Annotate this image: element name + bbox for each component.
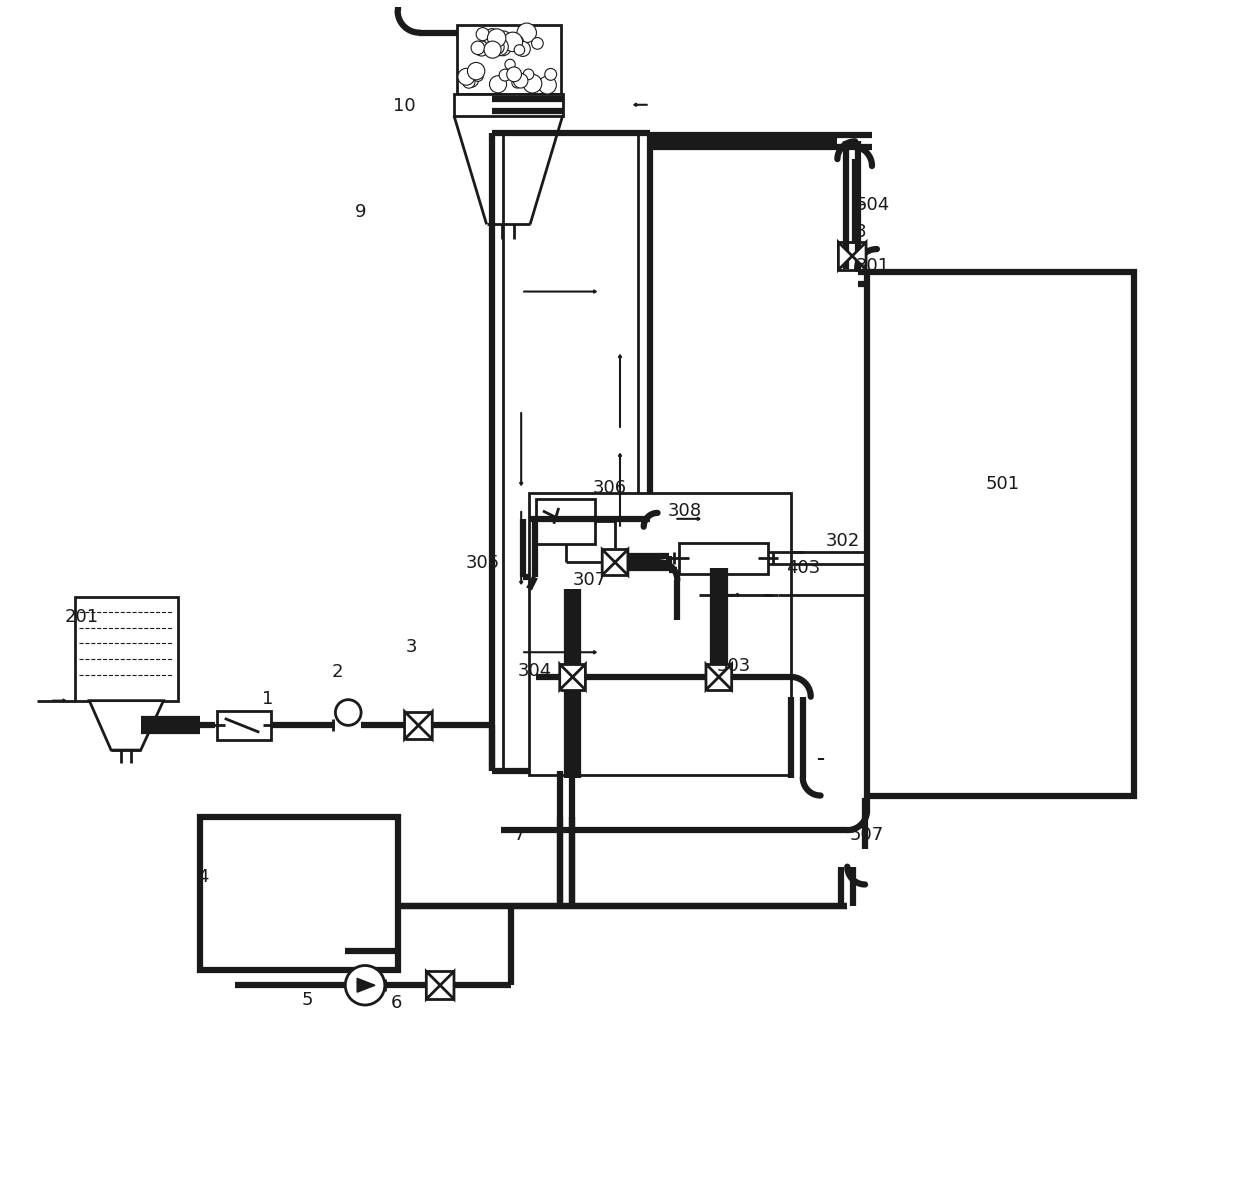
Bar — [217, 711, 272, 740]
Circle shape — [505, 59, 516, 69]
Polygon shape — [573, 664, 585, 690]
Polygon shape — [427, 971, 440, 999]
Circle shape — [345, 965, 384, 1005]
Circle shape — [471, 41, 485, 54]
Circle shape — [500, 69, 511, 81]
Circle shape — [476, 27, 490, 41]
Bar — [454, 94, 563, 115]
Circle shape — [472, 71, 484, 81]
Text: 5: 5 — [301, 991, 314, 1009]
Polygon shape — [357, 978, 374, 992]
Circle shape — [495, 40, 511, 55]
Circle shape — [538, 77, 557, 94]
Circle shape — [532, 38, 543, 49]
Bar — [200, 817, 398, 971]
Text: 305: 305 — [466, 554, 500, 572]
Polygon shape — [440, 971, 454, 999]
Circle shape — [507, 67, 522, 81]
Text: 302: 302 — [826, 532, 859, 550]
Polygon shape — [706, 664, 719, 690]
Bar — [529, 493, 791, 774]
Circle shape — [474, 41, 489, 56]
Circle shape — [487, 29, 506, 47]
Text: 303: 303 — [717, 657, 751, 676]
Polygon shape — [418, 712, 433, 739]
Circle shape — [496, 31, 511, 46]
Bar — [867, 272, 1133, 796]
Circle shape — [544, 68, 557, 80]
Polygon shape — [603, 550, 615, 576]
Text: 10: 10 — [393, 97, 415, 115]
Polygon shape — [404, 712, 418, 739]
Circle shape — [484, 28, 501, 46]
Bar — [458, 25, 560, 94]
Circle shape — [490, 75, 507, 93]
Circle shape — [523, 69, 534, 80]
Circle shape — [523, 74, 542, 93]
Circle shape — [512, 78, 522, 88]
Text: 304: 304 — [517, 661, 552, 680]
Polygon shape — [852, 242, 866, 270]
Text: 4: 4 — [197, 867, 208, 885]
Polygon shape — [719, 664, 732, 690]
Text: 9: 9 — [355, 202, 367, 220]
Text: 307: 307 — [573, 571, 606, 590]
Text: 301: 301 — [856, 257, 889, 275]
Circle shape — [489, 40, 505, 55]
Bar — [680, 543, 769, 574]
Circle shape — [490, 38, 508, 55]
Circle shape — [458, 68, 475, 85]
Circle shape — [515, 45, 525, 55]
Circle shape — [513, 35, 523, 46]
Text: 6: 6 — [391, 995, 402, 1012]
Text: 308: 308 — [667, 501, 702, 520]
Text: 2: 2 — [331, 663, 343, 681]
Text: 1: 1 — [263, 690, 274, 707]
Circle shape — [467, 62, 485, 80]
Bar — [74, 597, 179, 700]
Circle shape — [512, 34, 523, 46]
Text: 507: 507 — [849, 826, 884, 844]
Text: 201: 201 — [64, 607, 99, 626]
Bar — [536, 499, 595, 544]
Text: 3: 3 — [405, 638, 417, 657]
Text: 504: 504 — [856, 195, 889, 213]
Circle shape — [517, 24, 537, 42]
Circle shape — [335, 699, 361, 725]
Circle shape — [463, 72, 479, 87]
Polygon shape — [615, 550, 627, 576]
Text: 403: 403 — [786, 559, 821, 577]
Circle shape — [513, 73, 528, 88]
Circle shape — [503, 32, 522, 52]
Circle shape — [463, 75, 475, 88]
Text: 8: 8 — [856, 224, 867, 241]
Polygon shape — [838, 242, 852, 270]
Text: 7: 7 — [513, 826, 525, 844]
Text: 306: 306 — [593, 479, 626, 497]
Circle shape — [484, 41, 501, 58]
Polygon shape — [89, 700, 164, 750]
Circle shape — [516, 41, 531, 56]
Text: 501: 501 — [986, 476, 1019, 493]
Polygon shape — [559, 664, 573, 690]
